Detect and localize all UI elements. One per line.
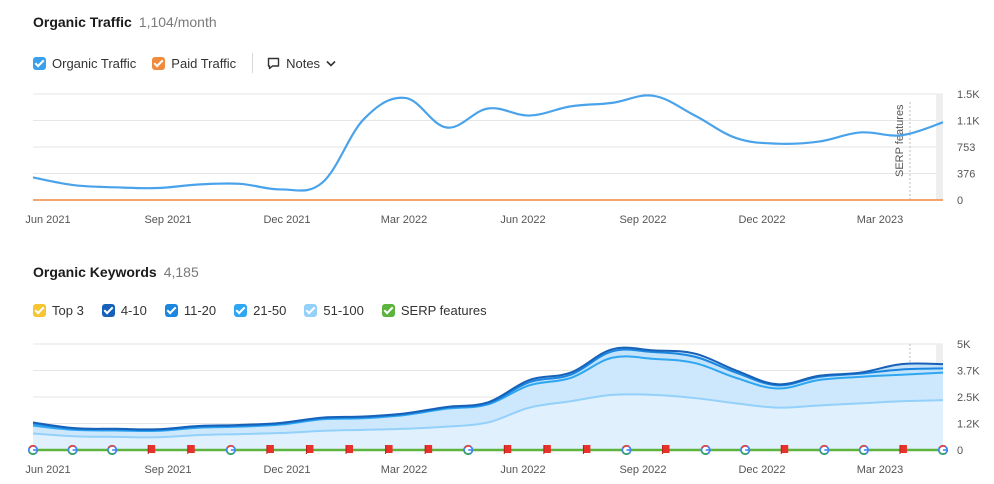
legend-top3[interactable]: Top 3 (33, 303, 84, 318)
legend-divider (252, 53, 254, 73)
traffic-x-tick: Dec 2022 (738, 214, 785, 226)
traffic-y-tick: 753 (957, 142, 975, 154)
note-flag-icon[interactable] (266, 445, 274, 454)
keywords-y-tick: 0 (957, 445, 963, 457)
keywords-x-tick: Jun 2021 (25, 464, 70, 476)
11-20-checkbox[interactable] (164, 304, 178, 317)
traffic-x-tick: Jun 2022 (500, 214, 545, 226)
51-100-checkbox[interactable] (304, 304, 318, 317)
traffic-y-tick: 1.1K (957, 116, 980, 128)
google-update-icon[interactable] (107, 444, 118, 456)
keywords-area-51-100 (33, 394, 943, 450)
keywords-x-tick: Mar 2023 (857, 464, 903, 476)
keywords-x-tick: Dec 2021 (263, 464, 310, 476)
keywords-line-51-100 (32, 393, 944, 439)
google-update-icon[interactable] (621, 444, 632, 456)
traffic-y-tick: 0 (957, 195, 963, 207)
legend-serp-features[interactable]: SERP features (381, 303, 487, 318)
organic-traffic-label: Organic Traffic (52, 55, 137, 71)
traffic-x-tick: Mar 2023 (857, 214, 903, 226)
notes-dropdown[interactable]: Notes (267, 56, 342, 71)
traffic-legend: Organic Traffic Paid Traffic Notes (33, 53, 342, 73)
21-50-label: 21-50 (253, 303, 287, 318)
51-100-label: 51-100 (323, 303, 364, 318)
4-10-checkbox[interactable] (101, 304, 115, 317)
keywords-chart: 0 1.2K 2.5K 3.7K 5K Jun 2021 Sep 2021 Dec 2021 M… (25, 339, 980, 476)
traffic-y-tick: 1.5K (957, 89, 980, 101)
traffic-chart: 0 376 753 1.1K 1.5K SERP features Jun 2021 Sep … (25, 89, 980, 226)
note-flag-icon[interactable] (582, 445, 591, 454)
keywords-line-21-50 (32, 355, 944, 433)
legend-21-50[interactable]: 21-50 (234, 303, 286, 318)
traffic-x-tick: Sep 2022 (619, 214, 666, 226)
note-flag-icon[interactable] (543, 445, 551, 454)
note-flag-icon[interactable] (424, 445, 433, 454)
note-flag-icon[interactable] (187, 445, 195, 454)
traffic-y-tick: 376 (957, 169, 975, 181)
top3-label: Top 3 (52, 303, 84, 318)
legend-51-100[interactable]: 51-100 (304, 303, 364, 318)
21-50-checkbox[interactable] (234, 304, 248, 317)
note-flag-icon[interactable] (662, 445, 670, 454)
paid-traffic-label: Paid Traffic (171, 55, 237, 71)
google-update-icon[interactable] (67, 444, 78, 456)
note-flag-icon[interactable] (305, 445, 314, 454)
note-flag-icon[interactable] (147, 445, 156, 454)
current-period-band (936, 94, 943, 200)
google-update-icon[interactable] (463, 444, 474, 456)
note-flag-icon[interactable] (503, 445, 512, 454)
google-update-icon[interactable] (700, 444, 711, 456)
organic-traffic-checkbox[interactable] (33, 56, 46, 70)
keywords-y-tick: 5K (957, 339, 971, 351)
organic-traffic-line (32, 94, 944, 192)
traffic-title: Organic Traffic 1,104/month (33, 14, 217, 30)
keywords-y-tick: 3.7K (957, 366, 980, 378)
google-update-icon[interactable] (858, 444, 869, 456)
note-flag-icon[interactable] (899, 445, 907, 454)
traffic-x-tick: Dec 2021 (263, 214, 310, 226)
legend-organic-traffic[interactable]: Organic Traffic (33, 56, 136, 71)
legend-11-20[interactable]: 11-20 (164, 303, 217, 318)
note-flag-icon[interactable] (385, 445, 393, 454)
keywords-x-tick: Sep 2021 (144, 464, 191, 476)
keywords-x-tick: Sep 2022 (619, 464, 666, 476)
google-update-icon[interactable] (819, 444, 830, 456)
google-update-icon[interactable] (740, 444, 751, 456)
4-10-label: 4-10 (120, 303, 147, 318)
top3-checkbox[interactable] (33, 304, 46, 317)
keywords-title: Organic Keywords 4,185 (33, 264, 199, 280)
keywords-x-tick: Dec 2022 (738, 464, 785, 476)
paid-traffic-checkbox[interactable] (152, 56, 166, 70)
note-flag-icon[interactable] (345, 445, 354, 454)
chevron-down-icon (326, 60, 336, 67)
keywords-line-4-10 (32, 346, 944, 431)
keywords-title-text: Organic Keywords (33, 264, 157, 280)
legend-paid-traffic[interactable]: Paid Traffic (152, 56, 236, 71)
keywords-y-tick: 1.2K (957, 419, 980, 431)
note-flag-icon[interactable] (780, 445, 789, 454)
serp-features-label: SERP features (400, 303, 487, 318)
serp-annotation-label: SERP features (894, 104, 906, 177)
traffic-x-tick: Mar 2022 (381, 214, 427, 226)
traffic-title-text: Organic Traffic (33, 14, 132, 30)
serp-features-checkbox[interactable] (381, 304, 395, 317)
keywords-metric: 4,185 (163, 264, 199, 280)
notes-icon (267, 57, 280, 69)
keywords-x-tick: Jun 2022 (500, 464, 545, 476)
traffic-x-tick: Sep 2021 (144, 214, 191, 226)
11-20-label: 11-20 (183, 303, 217, 318)
google-update-icon[interactable] (27, 444, 39, 456)
traffic-metric: 1,104/month (138, 14, 217, 30)
keywords-y-tick: 2.5K (957, 392, 980, 404)
keywords-x-tick: Mar 2022 (381, 464, 427, 476)
legend-4-10[interactable]: 4-10 (101, 303, 147, 318)
google-update-icon[interactable] (225, 444, 236, 456)
keywords-legend: Top 3 4-10 11-20 21-50 51-100 SERP featu… (33, 303, 503, 318)
traffic-x-tick: Jun 2021 (25, 214, 70, 226)
notes-label: Notes (286, 55, 321, 71)
google-update-icon[interactable] (937, 444, 949, 456)
